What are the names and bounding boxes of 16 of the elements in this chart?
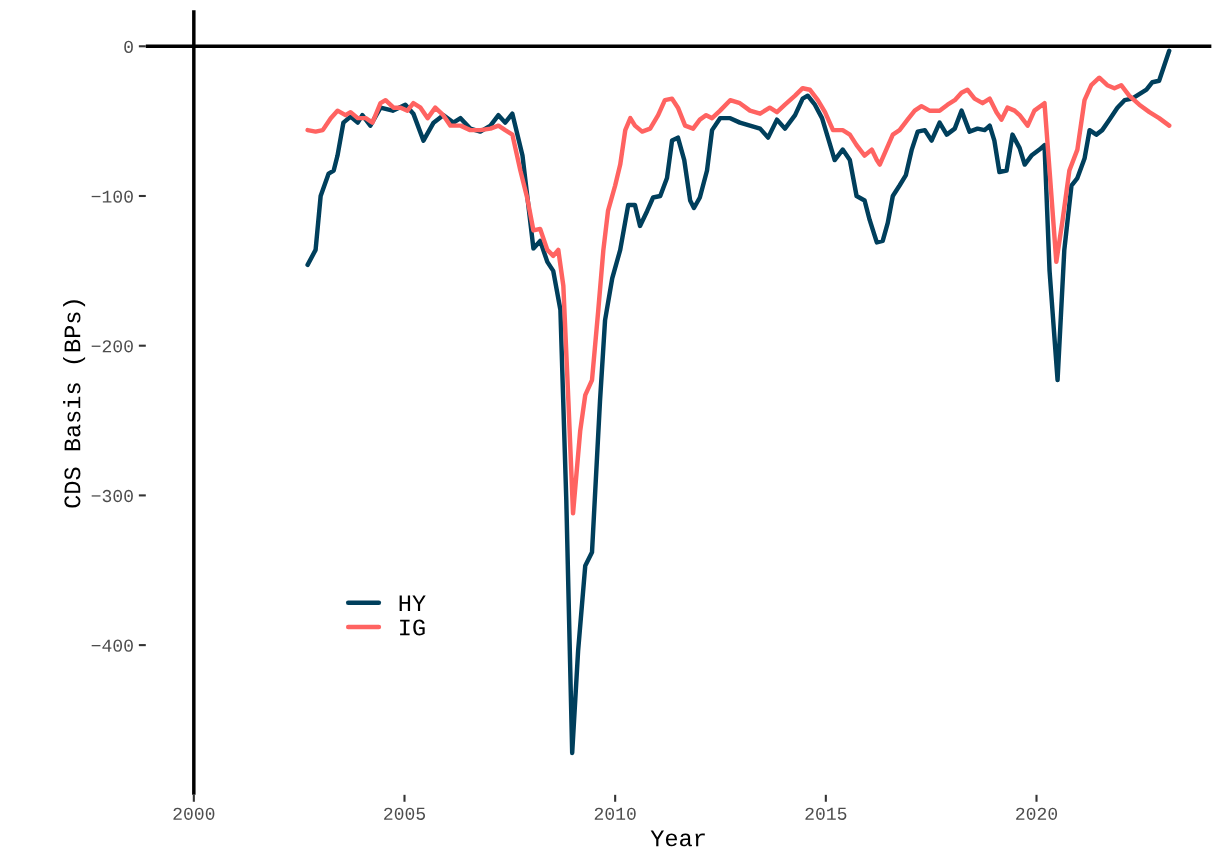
x-tick-label: 2010 <box>594 807 636 820</box>
legend-label: IG <box>400 619 425 636</box>
y-tick-label: 0 <box>124 40 133 54</box>
x-axis-title: Year <box>650 830 705 847</box>
line-series <box>305 75 1172 516</box>
y-axis-title: CDS Basis (BPs) <box>63 300 86 508</box>
y-tick-label: −100 <box>91 190 133 203</box>
x-tick-label: 2020 <box>1016 807 1058 820</box>
legend-label: HY <box>399 595 426 611</box>
x-tick-label: 2005 <box>384 807 426 820</box>
x-tick-label: 2000 <box>173 807 215 820</box>
y-tick-label: −200 <box>91 340 133 353</box>
x-tick-label: 2015 <box>805 807 847 820</box>
y-tick-label: −300 <box>91 489 133 503</box>
line-series <box>305 48 1172 756</box>
y-tick-label: −400 <box>91 639 133 652</box>
